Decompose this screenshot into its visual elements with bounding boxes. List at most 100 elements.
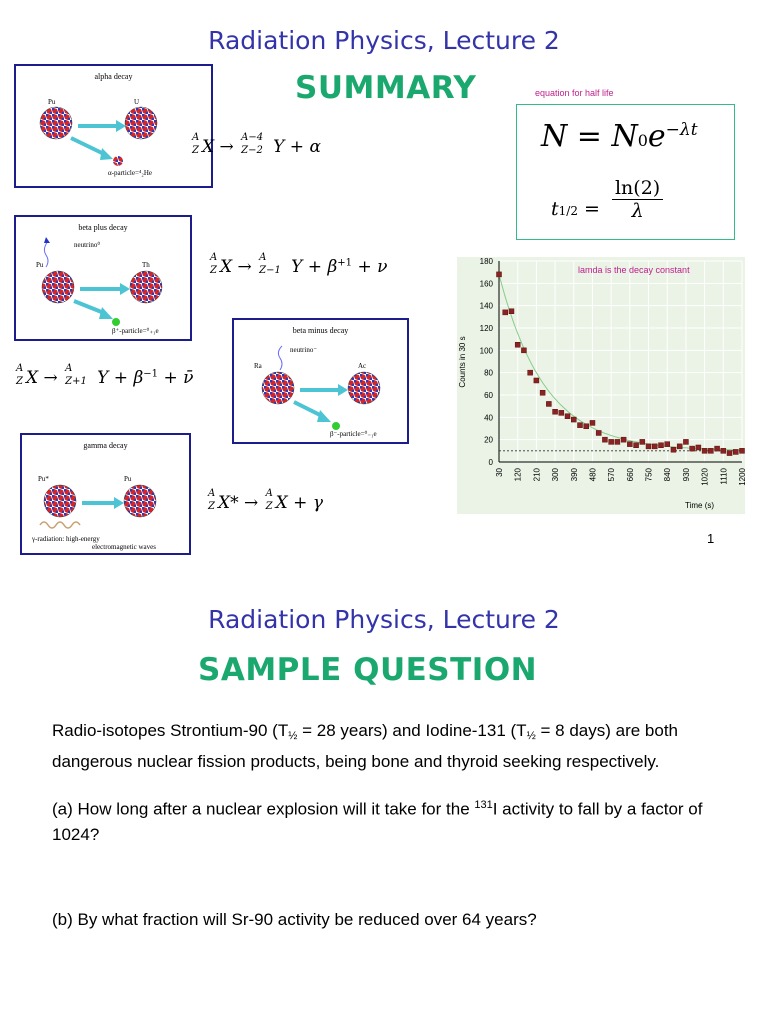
question-a-part2: I activity to fall by a factor of 1024? — [52, 799, 703, 844]
data-point — [701, 448, 708, 454]
summary-heading: SUMMARY — [295, 70, 477, 106]
data-point — [676, 443, 683, 450]
x-tick-label: 840 — [663, 467, 672, 481]
half-life-equation-box: N = N0e−λt t1/2 = ln(2) λ — [516, 104, 735, 240]
gamma-decay-title: gamma decay — [83, 441, 128, 450]
y-tick-label: 60 — [484, 391, 493, 400]
beta-plus-daughter-label: Th — [142, 261, 150, 269]
beta-minus-particle-label: β⁻-particle=⁰₋₁e — [330, 430, 377, 438]
data-point — [739, 448, 745, 454]
alpha-decay-diagram: alpha decay Pu U α-particle=⁴₂He — [14, 64, 213, 188]
sample-question-heading: SAMPLE QUESTION — [198, 652, 538, 688]
beta-plus-illustration — [41, 237, 163, 326]
intro-part-a: Radio-isotopes Strontium-90 (T — [52, 721, 289, 740]
data-point — [608, 439, 614, 445]
y-tick-label: 100 — [480, 346, 494, 355]
beta-plus-neutrino-label: neutrino⁰ — [74, 241, 101, 249]
intro-part-c: = 8 days) are both dangerous nuclear fis… — [52, 721, 678, 771]
gamma-decay-illustration — [39, 484, 157, 529]
iodine-mass-number: 131 — [474, 799, 493, 811]
data-point — [627, 441, 633, 447]
half-life-sub-2: ½ — [526, 730, 536, 742]
x-tick-label: 1020 — [701, 467, 710, 485]
beta-plus-title: beta plus decay — [78, 223, 128, 232]
data-point — [720, 448, 727, 454]
slide2-title: Radiation Physics, Lecture 2 — [208, 605, 560, 634]
question-intro: Radio-isotopes Strontium-90 (T½ = 28 yea… — [52, 718, 722, 774]
beta-minus-title: beta minus decay — [292, 326, 349, 335]
intro-part-b: = 28 years) and Iodine-131 (T — [297, 721, 527, 740]
x-tick-label: 1110 — [719, 467, 728, 484]
y-tick-label: 160 — [480, 279, 494, 288]
question-a: (a) How long after a nuclear explosion w… — [52, 793, 732, 847]
gamma-note-line2: electromagnetic waves — [92, 543, 156, 551]
x-tick-label: 1200 — [738, 467, 745, 485]
x-tick-label: 660 — [626, 467, 635, 481]
data-point — [726, 450, 733, 456]
alpha-particle-icon — [113, 156, 123, 166]
x-tick-label: 480 — [588, 467, 597, 481]
y-tick-label: 120 — [480, 324, 494, 333]
y-axis-label: Counts in 30 s — [458, 336, 467, 387]
data-point — [664, 441, 670, 447]
half-life-note: equation for half life — [535, 88, 614, 98]
x-tick-label: 210 — [532, 467, 541, 481]
positron-icon — [112, 318, 120, 326]
half-life-formula: t1/2 = ln(2) λ — [551, 177, 664, 222]
data-point — [602, 436, 608, 443]
beta-minus-parent-label: Ra — [254, 362, 262, 370]
electron-icon — [332, 422, 340, 430]
data-point — [658, 442, 664, 448]
data-point — [645, 443, 652, 450]
data-point — [521, 347, 527, 354]
x-tick-label: 300 — [551, 467, 560, 481]
y-tick-label: 140 — [480, 302, 494, 311]
decay-law-equation: N = N0e−λt — [541, 119, 698, 154]
x-tick-label: 930 — [682, 467, 691, 481]
data-point — [670, 446, 677, 453]
alpha-daughter-label: U — [134, 98, 140, 106]
slide1-title: Radiation Physics, Lecture 2 — [208, 26, 560, 55]
gamma-wave-icon — [39, 521, 81, 529]
data-point — [633, 442, 639, 448]
data-point — [595, 430, 602, 436]
alpha-particle-label: α-particle=⁴₂He — [108, 169, 152, 177]
data-point — [714, 445, 720, 452]
fit-curve — [498, 274, 742, 451]
data-point — [577, 422, 583, 428]
data-point — [689, 445, 695, 452]
x-tick-label: 570 — [607, 467, 616, 481]
decay-chart-svg: 0 20 40 60 80 100 120 140 160 180 30 120 210 300 390 48… — [458, 257, 747, 510]
data-point — [652, 443, 658, 450]
data-point — [614, 439, 621, 445]
data-point — [502, 309, 508, 316]
decay-constant-note: lamda is the decay constant — [578, 265, 690, 275]
data-point — [695, 444, 702, 451]
beta-plus-decay-diagram: beta plus decay neutrino⁰ Pu Th β⁺-parti… — [14, 215, 192, 341]
data-point — [620, 436, 627, 443]
beta-minus-illustration — [261, 345, 381, 430]
y-tick-label: 20 — [484, 436, 493, 445]
half-life-sub-1: ½ — [288, 730, 298, 742]
gamma-decay-diagram: gamma decay Pu* Pu γ-radiation: high-ene… — [20, 433, 191, 555]
alpha-decay-title: alpha decay — [94, 72, 133, 81]
alpha-decay-illustration — [39, 106, 158, 166]
question-a-part1: (a) How long after a nuclear explosion w… — [52, 799, 475, 819]
data-point — [558, 410, 565, 416]
beta-minus-daughter-label: Ac — [358, 362, 367, 370]
data-point — [683, 439, 689, 445]
data-point — [639, 439, 646, 445]
question-b: (b) By what fraction will Sr-90 activity… — [52, 910, 537, 929]
data-point — [708, 448, 714, 454]
data-point — [583, 423, 589, 430]
beta-plus-particle-label: β⁺-particle=⁰₊₁e — [112, 327, 159, 335]
data-point — [527, 369, 533, 376]
data-point — [539, 390, 546, 396]
data-point — [733, 449, 739, 455]
page-number: 1 — [707, 531, 715, 546]
x-tick-label: 30 — [495, 467, 504, 476]
decay-chart: 0 20 40 60 80 100 120 140 160 180 30 120 210 300 390 48… — [457, 257, 747, 514]
